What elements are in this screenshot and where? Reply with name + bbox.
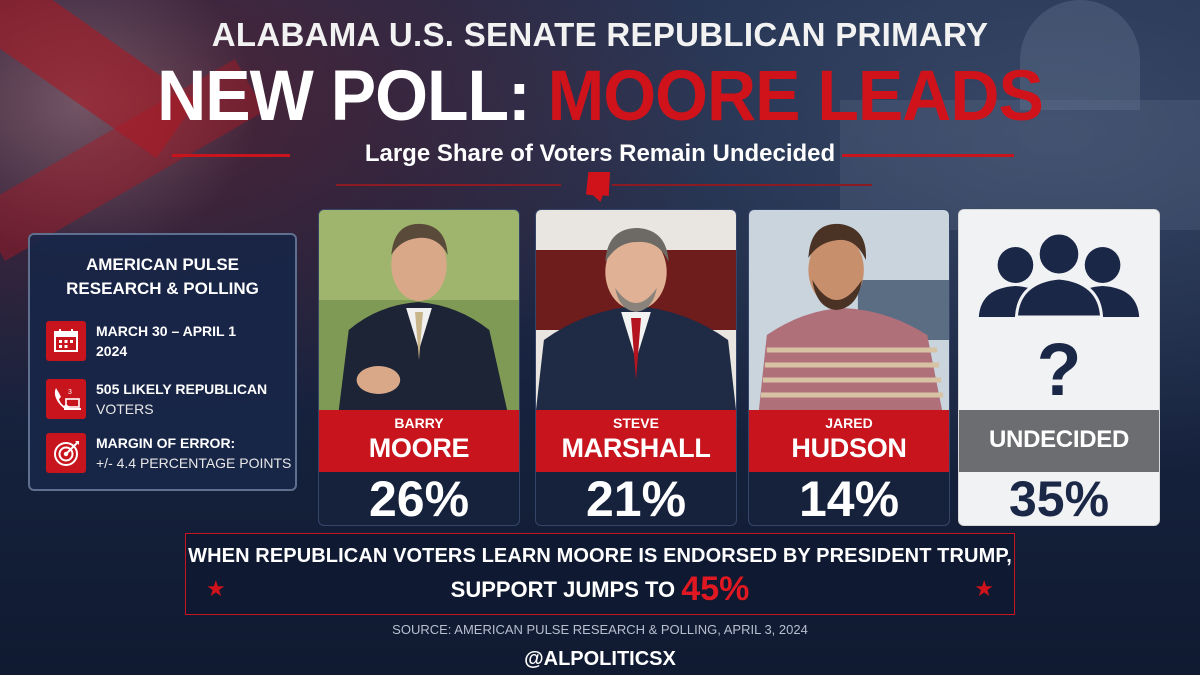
poll-dates: MARCH 30 – APRIL 1 2024 [96,321,296,361]
divider-line [172,154,290,157]
sample-size-line1: 505 LIKELY REPUBLICAN [96,381,268,397]
calendar-icon [46,321,86,361]
target-icon [46,433,86,473]
candidate-photo-hudson [749,210,949,410]
undecided-label: UNDECIDED [989,426,1129,453]
undecided-silhouette-icon: ? [959,210,1159,410]
margin-of-error: MARGIN OF ERROR: +/- 4.4 PERCENTAGE POINT… [96,433,296,473]
poll-dates-row: MARCH 30 – APRIL 1 2024 [46,321,291,367]
poll-dates-line1: MARCH 30 – APRIL 1 [96,323,237,339]
candidate-photo-moore [319,210,519,410]
poll-dates-line2: 2024 [96,343,128,359]
endorsement-callout: ★ ★ WHEN REPUBLICAN VOTERS LEARN MOORE I… [185,533,1015,615]
capitol-dome-graphic [1020,0,1140,110]
margin-of-error-row: MARGIN OF ERROR: +/- 4.4 PERCENTAGE POINT… [46,433,291,479]
star-icon: ★ [206,576,226,601]
moe-line1: MARGIN OF ERROR: [96,435,236,451]
candidate-percent-moore: 26% [368,471,470,526]
candidate-name-moore: BARRY MOORE [319,410,519,472]
candidate-card-marshall: STEVE MARSHALL 21% [535,209,737,526]
divider-line [336,184,561,186]
candidate-first-name: STEVE [613,415,659,431]
divider-line [842,154,1014,157]
divider-line [612,184,872,186]
candidate-percent-marshall: 21% [585,471,687,526]
endorsement-line2: SUPPORT JUMPS TO 45% [186,570,1014,609]
candidate-photo-marshall [536,210,736,410]
candidate-last-name: HUDSON [791,433,907,463]
candidate-card-moore: BARRY MOORE 26% [318,209,520,526]
candidate-first-name: JARED [825,415,873,431]
endorsement-line1: WHEN REPUBLICAN VOTERS LEARN MOORE IS EN… [188,545,1012,567]
candidate-card-hudson: JARED HUDSON 14% [748,209,950,526]
svg-text:3: 3 [68,389,72,396]
headline-red: MOORE LEADS [547,56,1044,136]
pollster-name-line1: AMERICAN PULSE [85,255,239,274]
sample-size: 505 LIKELY REPUBLICAN VOTERS [96,379,296,419]
sample-size-row: 3 505 LIKELY REPUBLICAN VOTERS [46,379,291,425]
headline: NEW POLL: MOORE LEADS [0,54,1200,138]
source-credit: SOURCE: AMERICAN PULSE RESEARCH & POLLIN… [392,622,808,637]
pollster-name-line2: RESEARCH & POLLING [66,279,259,298]
headline-white: NEW POLL: [157,56,548,136]
endorsement-percent: 45% [681,570,750,608]
social-handle: @ALPOLITICSX [524,648,676,670]
subtitle: Large Share of Voters Remain Undecided [364,140,836,167]
undecided-label-bar: UNDECIDED [959,410,1159,472]
sample-size-line2: VOTERS [96,401,154,417]
undecided-card: ? UNDECIDED 35% [958,209,1160,526]
moe-line2: +/- 4.4 PERCENTAGE POINTS [96,455,292,471]
candidate-last-name: MARSHALL [561,433,711,463]
candidate-name-marshall: STEVE MARSHALL [536,410,736,472]
phone-laptop-icon: 3 [46,379,86,419]
candidate-first-name: BARRY [394,415,444,431]
candidate-name-hudson: JARED HUDSON [749,410,949,472]
candidate-percent-hudson: 14% [798,471,900,526]
pollster-name: AMERICAN PULSE RESEARCH & POLLING [30,253,295,301]
svg-text:?: ? [1037,328,1082,410]
endorsement-text: SUPPORT JUMPS TO [450,577,682,602]
capitol-building-graphic [840,100,1200,230]
candidate-last-name: MOORE [368,433,470,463]
poll-kicker: ALABAMA U.S. SENATE REPUBLICAN PRIMARY [211,16,989,53]
star-icon: ★ [974,576,994,601]
poll-info-panel: AMERICAN PULSE RESEARCH & POLLING MARCH … [28,233,297,491]
undecided-percent: 35% [1008,471,1110,526]
